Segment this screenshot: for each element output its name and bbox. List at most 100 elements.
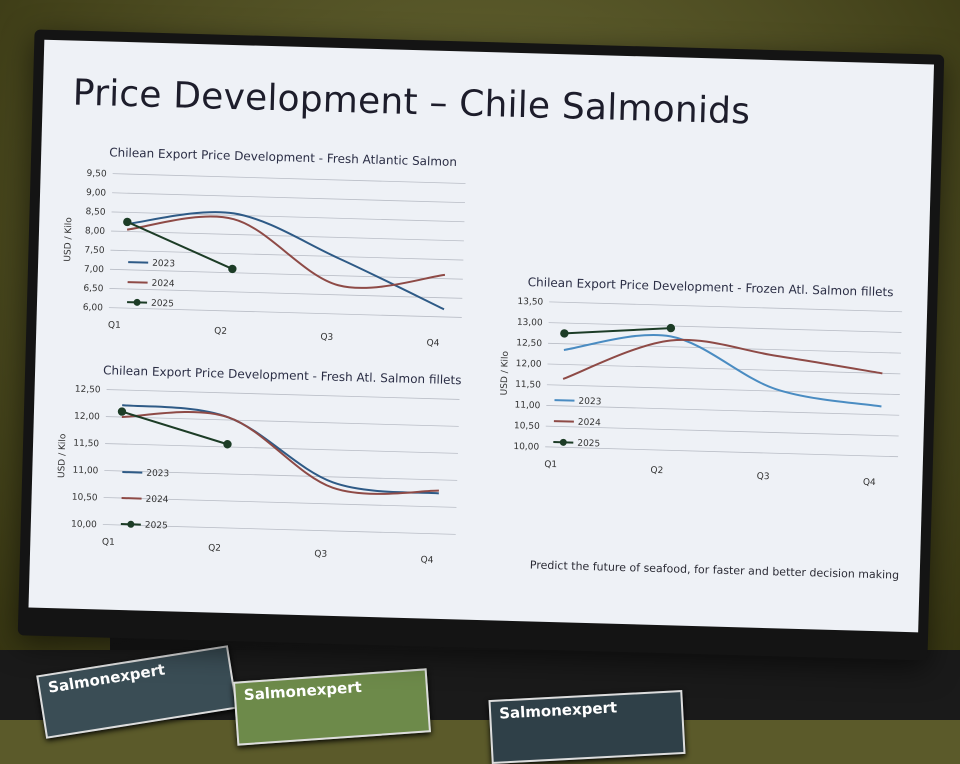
x-tick-label: Q4 — [426, 338, 439, 348]
y-tick-label: 10,00 — [71, 520, 97, 531]
gridline — [545, 425, 899, 437]
x-tick-label: Q1 — [102, 537, 115, 547]
gridline — [545, 446, 899, 458]
series-line-2023 — [563, 333, 882, 408]
series-line-2025 — [564, 327, 671, 335]
legend-label: 2024 — [151, 279, 174, 290]
y-axis-label: USD / Kilo — [57, 433, 68, 478]
y-tick-label: 6,50 — [83, 284, 104, 295]
gridline — [546, 405, 900, 416]
series-line-2024 — [562, 338, 883, 380]
x-tick-label: Q2 — [650, 466, 663, 476]
y-tick-label: 12,50 — [75, 385, 101, 396]
gridline — [547, 363, 901, 375]
y-tick-label: 6,00 — [83, 303, 104, 314]
tv: Price Development – Chile Salmonids Chil… — [17, 29, 945, 661]
series-line-2023 — [122, 404, 439, 495]
gridline — [112, 192, 465, 204]
legend-swatch-2023 — [122, 471, 143, 474]
gridline — [103, 497, 457, 508]
chart-svg: Chilean Export Price Development - Fresh… — [63, 145, 466, 349]
legend-label: 2025 — [151, 299, 174, 310]
x-tick-label: Q2 — [214, 327, 227, 337]
y-tick-label: 10,50 — [72, 493, 98, 504]
y-tick-label: 13,50 — [517, 297, 543, 308]
gridline — [548, 322, 902, 333]
tv-screen: Price Development – Chile Salmonids Chil… — [28, 39, 935, 633]
legend-label: 2023 — [578, 397, 601, 408]
y-tick-label: 12,00 — [74, 412, 100, 423]
data-point-2025 — [228, 264, 237, 274]
chart-title: Chilean Export Price Development - Fresh… — [109, 145, 457, 169]
x-tick-label: Q1 — [108, 321, 121, 331]
y-tick-label: 11,50 — [73, 439, 99, 450]
legend-label: 2023 — [146, 469, 169, 480]
y-tick-label: 12,50 — [516, 338, 542, 349]
x-tick-label: Q2 — [208, 543, 221, 553]
y-tick-label: 7,50 — [84, 245, 105, 256]
legend-swatch-2023 — [554, 399, 575, 402]
y-tick-label: 9,50 — [86, 169, 107, 180]
y-tick-label: 9,00 — [86, 188, 107, 199]
gridline — [111, 211, 465, 223]
y-tick-label: 7,00 — [84, 265, 105, 276]
gridline — [105, 443, 458, 454]
gridline — [105, 416, 459, 427]
gridline — [108, 307, 462, 318]
y-tick-label: 13,00 — [517, 318, 543, 329]
legend-swatch-2024 — [553, 420, 574, 423]
y-tick-label: 11,00 — [72, 466, 98, 477]
chart-fresh-fillets: Chilean Export Price Development - Fresh… — [40, 358, 465, 570]
chart-frozen-fillets: Chilean Export Price Development - Froze… — [472, 270, 908, 512]
legend-label: 2025 — [577, 439, 600, 450]
y-tick-label: 8,50 — [85, 207, 106, 218]
series-line-2025 — [126, 221, 233, 270]
chart-svg: Chilean Export Price Development - Fresh… — [57, 363, 462, 566]
gridline — [546, 384, 900, 395]
gridline — [109, 288, 463, 299]
legend-swatch-2024 — [127, 281, 148, 284]
data-point-2025 — [560, 329, 569, 338]
data-point-2025 — [666, 323, 676, 333]
gridline — [104, 470, 458, 481]
gridline — [111, 230, 464, 242]
legend-label: 2024 — [145, 495, 168, 506]
legend-marker-2025 — [127, 520, 135, 528]
data-point-2025 — [223, 440, 232, 449]
series-line-2023 — [127, 211, 445, 311]
series-line-2024 — [121, 410, 439, 495]
magazine-2: Salmonexpert — [233, 668, 431, 746]
gridline — [110, 249, 464, 261]
y-tick-label: 11,00 — [514, 401, 540, 412]
gridline — [106, 389, 460, 400]
gridline — [549, 301, 903, 313]
y-tick-label: 10,00 — [513, 442, 539, 453]
x-tick-label: Q3 — [320, 333, 333, 343]
x-tick-label: Q1 — [544, 460, 557, 470]
slide-title: Price Development – Chile Salmonids — [72, 72, 751, 133]
x-tick-label: Q3 — [757, 472, 770, 482]
x-tick-label: Q4 — [420, 555, 433, 565]
gridline — [109, 268, 463, 280]
y-axis-label: USD / Kilo — [63, 217, 74, 262]
gridline — [112, 173, 466, 184]
legend-marker-2025 — [559, 438, 567, 446]
legend-swatch-2024 — [121, 497, 142, 500]
magazine-3: Salmonexpert — [488, 689, 686, 764]
series-line-2024 — [126, 215, 446, 289]
y-axis-label: USD / Kilo — [500, 350, 511, 395]
data-point-2025 — [123, 217, 132, 227]
legend-label: 2025 — [145, 521, 168, 532]
slide-footer: Predict the future of seafood, for faste… — [529, 558, 900, 582]
chart-svg: Chilean Export Price Development - Froze… — [500, 275, 903, 488]
chart-title: Chilean Export Price Development - Fresh… — [103, 363, 462, 387]
legend-marker-2025 — [133, 298, 141, 306]
legend-swatch-2023 — [128, 261, 149, 264]
gridline — [548, 342, 901, 354]
x-tick-label: Q4 — [863, 478, 876, 488]
legend-label: 2023 — [152, 259, 175, 270]
y-tick-label: 12,00 — [516, 359, 542, 370]
x-tick-label: Q3 — [314, 549, 327, 559]
y-tick-label: 10,50 — [514, 421, 540, 432]
y-tick-label: 11,50 — [515, 380, 541, 391]
